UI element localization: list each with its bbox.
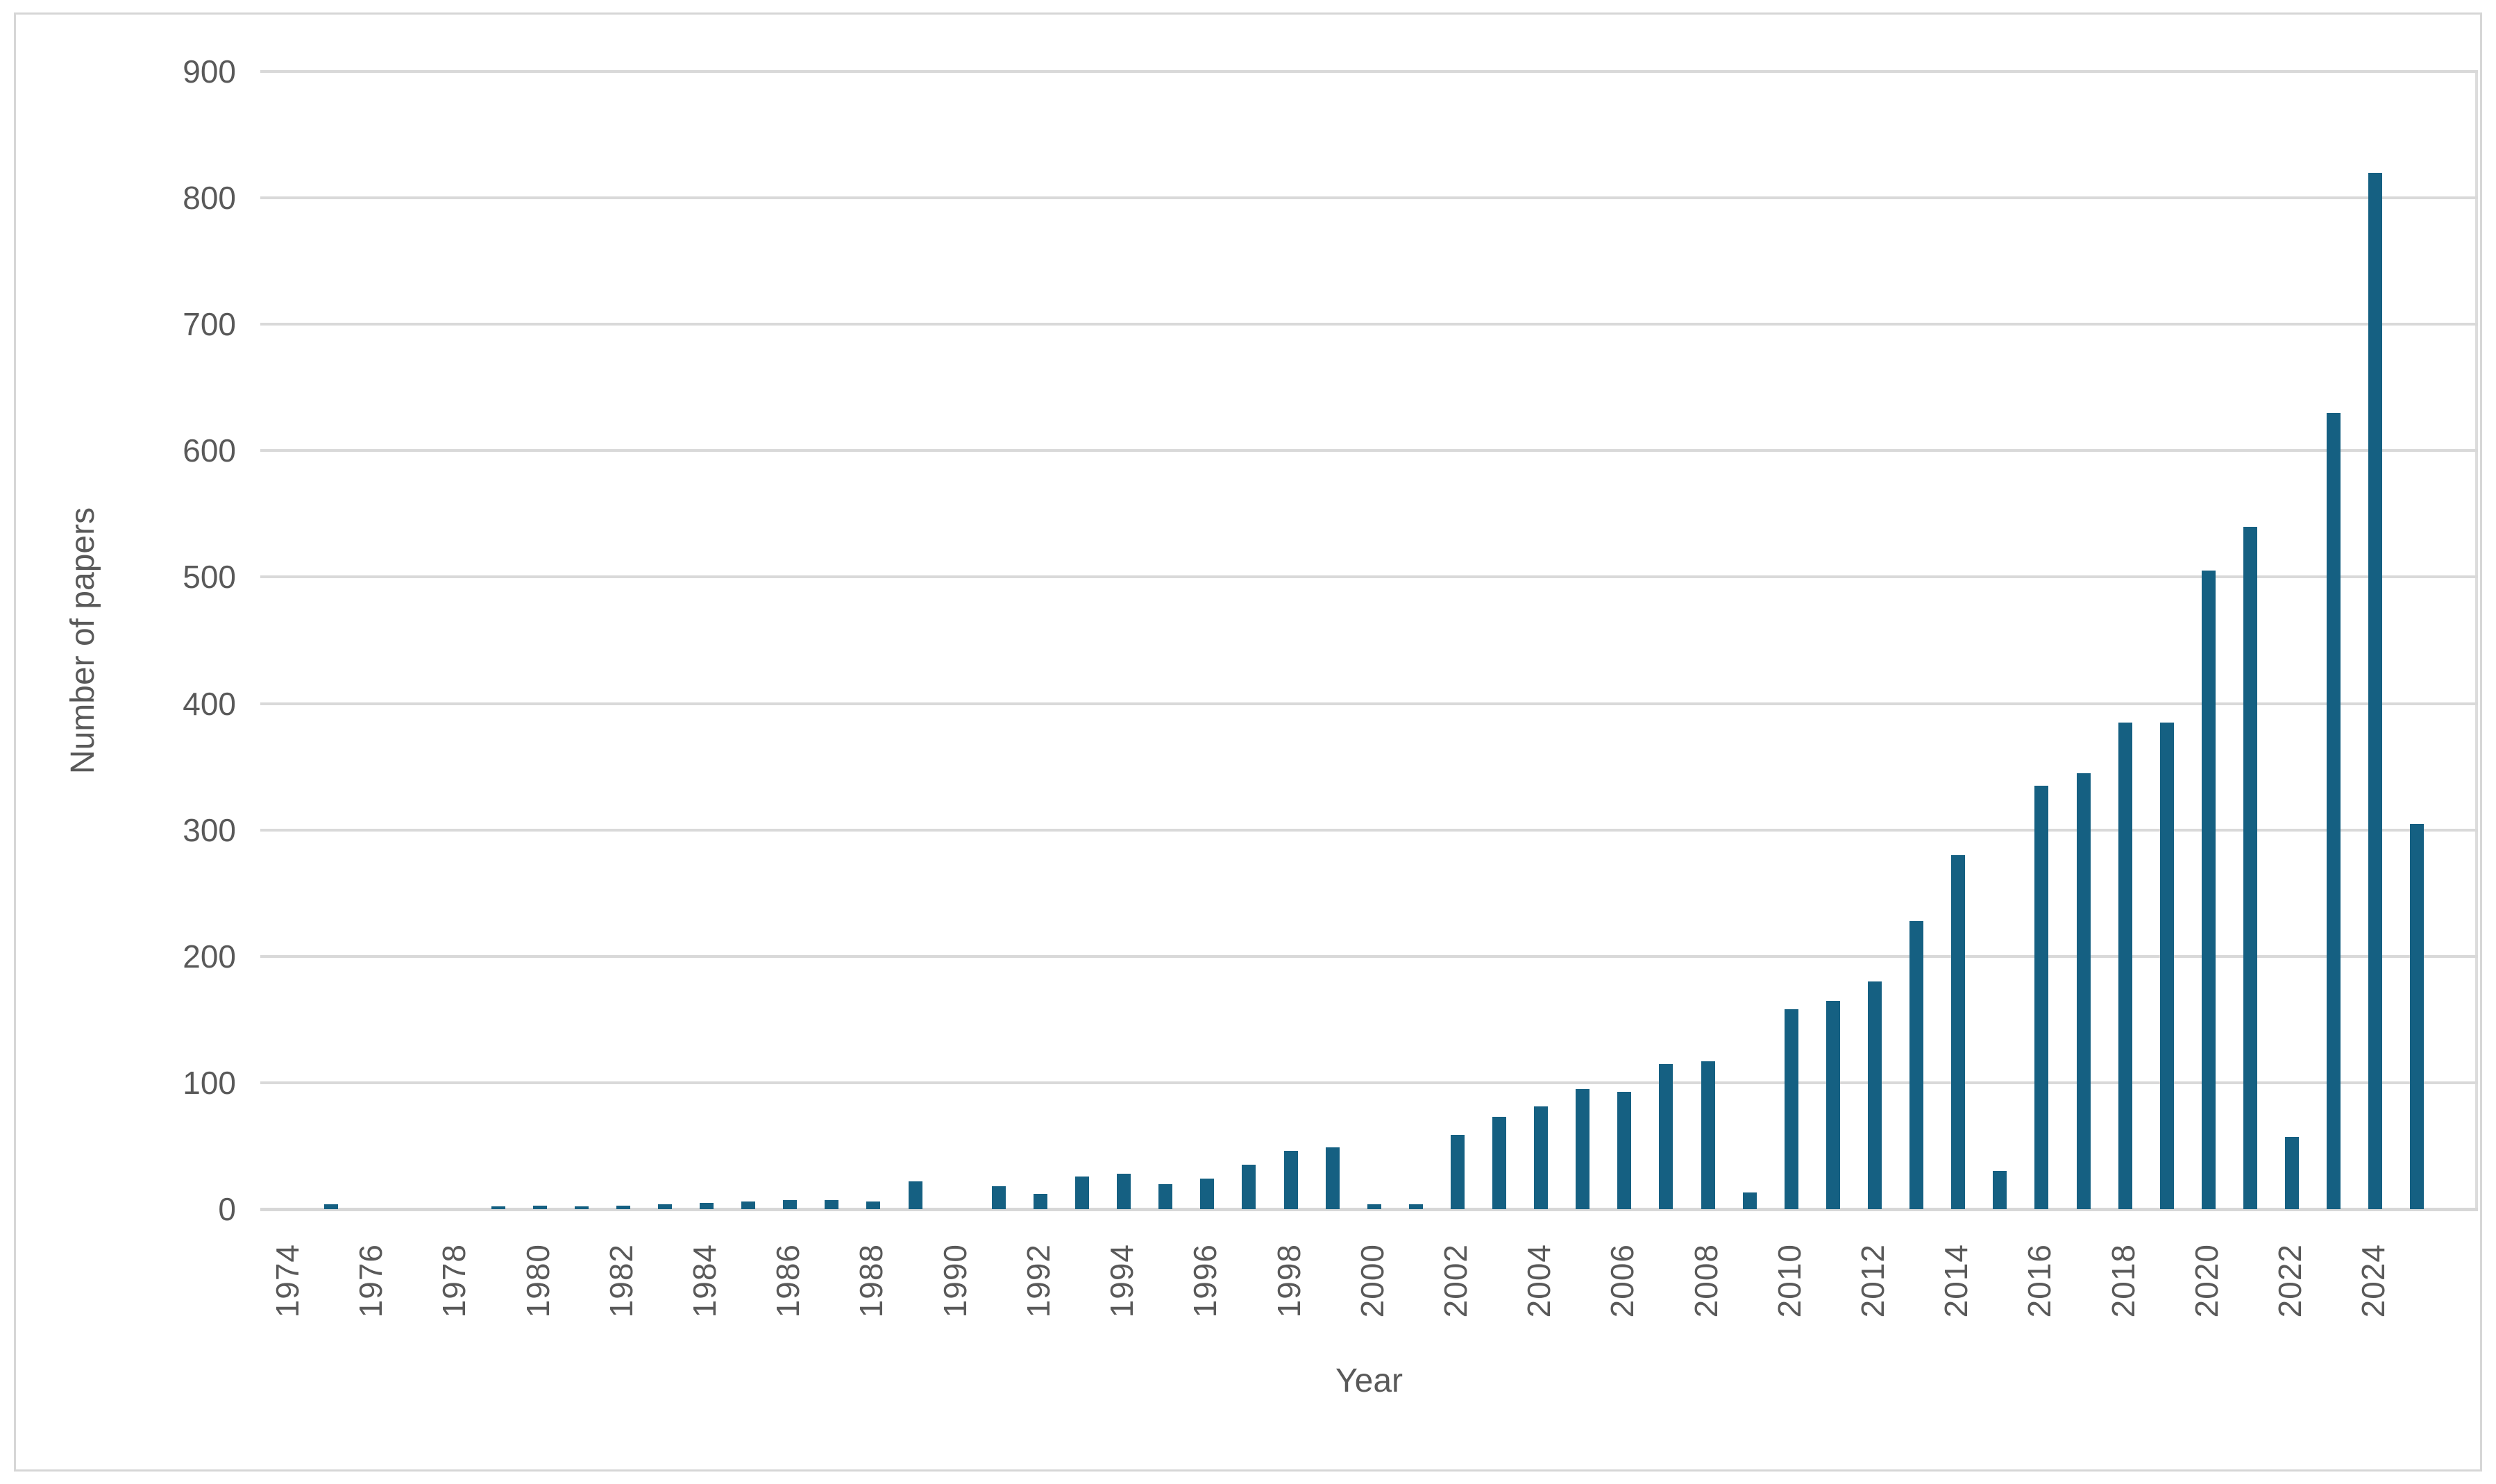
x-tick-label-1982: 1982 (602, 1244, 639, 1318)
x-tick-label-1976: 1976 (353, 1244, 389, 1318)
bar-2002 (1450, 1134, 1465, 1209)
x-tick-label-1978: 1978 (436, 1244, 473, 1318)
gridline-800 (260, 196, 2478, 200)
bar-1988 (866, 1201, 881, 1209)
x-axis-line (260, 1208, 2478, 1211)
bar-1987 (825, 1200, 839, 1209)
gridline-500 (260, 575, 2478, 579)
bar-2023 (2327, 412, 2341, 1209)
bar-1991 (991, 1186, 1006, 1209)
x-tick-label-1996: 1996 (1187, 1244, 1224, 1318)
bar-2005 (1576, 1088, 1590, 1209)
bar-2014 (1951, 855, 1966, 1209)
x-tick-label-2010: 2010 (1771, 1244, 1807, 1318)
gridline-200 (260, 954, 2478, 958)
bar-1993 (1075, 1176, 1089, 1209)
gridline-100 (260, 1081, 2478, 1084)
y-tick-label-800: 800 (183, 180, 236, 217)
bar-1989 (908, 1181, 922, 1209)
y-tick-label-100: 100 (183, 1064, 236, 1101)
bar-1983 (657, 1204, 672, 1209)
y-tick-label-0: 0 (218, 1191, 236, 1227)
x-tick-label-2006: 2006 (1604, 1244, 1641, 1318)
y-tick-label-600: 600 (183, 432, 236, 469)
bar-2016 (2034, 785, 2049, 1209)
bar-2017 (2076, 773, 2091, 1209)
x-tick-label-1988: 1988 (853, 1244, 890, 1318)
x-tick-label-2022: 2022 (2272, 1244, 2309, 1318)
bar-1979 (491, 1206, 505, 1209)
x-axis-title: Year (1335, 1363, 1403, 1399)
bar-2003 (1492, 1117, 1507, 1209)
y-tick-label-400: 400 (183, 685, 236, 722)
gridline-700 (260, 323, 2478, 326)
bar-2018 (2118, 722, 2132, 1209)
chart-border (14, 12, 2482, 1472)
bar-2015 (1993, 1171, 2007, 1209)
plot-area (260, 70, 2478, 1211)
bar-2013 (1909, 920, 1924, 1209)
bar-1999 (1325, 1147, 1340, 1209)
x-tick-label-1992: 1992 (1020, 1244, 1056, 1318)
x-tick-label-1980: 1980 (519, 1244, 556, 1318)
y-tick-label-200: 200 (183, 938, 236, 975)
gridline-900 (260, 70, 2478, 73)
x-tick-label-2012: 2012 (1855, 1244, 1891, 1318)
bar-1998 (1283, 1151, 1298, 1209)
y-tick-label-700: 700 (183, 306, 236, 343)
plot-right-border (2475, 71, 2478, 1209)
gridline-300 (260, 828, 2478, 832)
bar-2024 (2368, 172, 2383, 1209)
bar-1996 (1200, 1179, 1215, 1209)
bar-1992 (1033, 1194, 1047, 1209)
x-tick-label-2000: 2000 (1354, 1244, 1390, 1318)
bar-1985 (741, 1201, 756, 1209)
bar-2008 (1701, 1061, 1715, 1209)
x-tick-label-1990: 1990 (936, 1244, 973, 1318)
x-tick-label-2018: 2018 (2105, 1244, 2141, 1318)
bar-2020 (2201, 571, 2216, 1209)
bar-1982 (616, 1205, 630, 1209)
x-tick-label-2020: 2020 (2188, 1244, 2225, 1318)
x-tick-label-2024: 2024 (2355, 1244, 2392, 1318)
bar-1997 (1242, 1165, 1256, 1209)
x-tick-label-2016: 2016 (2021, 1244, 2058, 1318)
bar-2019 (2159, 722, 2174, 1209)
y-axis-title: Number of papers (65, 507, 101, 774)
bar-1994 (1117, 1174, 1131, 1209)
x-tick-label-1974: 1974 (269, 1244, 305, 1318)
bar-2010 (1784, 1009, 1798, 1209)
x-tick-label-1998: 1998 (1270, 1244, 1307, 1318)
bar-1975 (324, 1204, 339, 1209)
bar-2001 (1408, 1204, 1423, 1209)
y-tick-label-900: 900 (183, 53, 236, 90)
bar-2009 (1742, 1192, 1757, 1209)
y-tick-label-500: 500 (183, 559, 236, 596)
x-tick-label-1986: 1986 (770, 1244, 807, 1318)
bar-2004 (1534, 1106, 1549, 1209)
bar-2000 (1367, 1204, 1381, 1209)
x-tick-label-2014: 2014 (1938, 1244, 1975, 1318)
x-tick-label-1994: 1994 (1104, 1244, 1140, 1318)
gridline-600 (260, 449, 2478, 453)
bar-2022 (2285, 1137, 2300, 1209)
bar-1984 (700, 1202, 714, 1209)
bar-2007 (1659, 1063, 1673, 1209)
bar-2025 (2410, 823, 2425, 1209)
bar-1980 (532, 1205, 547, 1209)
gridline-400 (260, 702, 2478, 705)
x-tick-label-1984: 1984 (686, 1244, 723, 1318)
bar-2011 (1825, 1000, 1840, 1209)
x-tick-label-2002: 2002 (1437, 1244, 1474, 1318)
y-tick-label-300: 300 (183, 811, 236, 848)
bar-1986 (783, 1200, 798, 1209)
bar-1981 (574, 1206, 589, 1209)
x-tick-label-2004: 2004 (1521, 1244, 1558, 1318)
bar-1995 (1158, 1183, 1173, 1209)
bar-2012 (1868, 981, 1882, 1209)
bar-2021 (2243, 526, 2257, 1209)
bar-2006 (1617, 1091, 1632, 1209)
x-tick-label-2008: 2008 (1687, 1244, 1724, 1318)
